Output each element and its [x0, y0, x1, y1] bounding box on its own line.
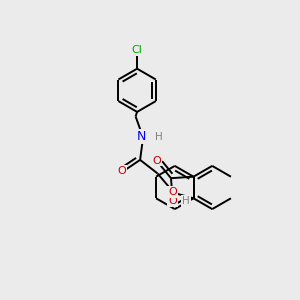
Text: O: O: [168, 187, 177, 197]
Text: O: O: [118, 166, 127, 176]
Text: O: O: [152, 155, 161, 166]
Text: N: N: [137, 130, 147, 143]
Text: H: H: [154, 132, 162, 142]
Text: H: H: [182, 196, 190, 206]
Text: Cl: Cl: [132, 45, 142, 55]
Text: O: O: [168, 196, 177, 206]
